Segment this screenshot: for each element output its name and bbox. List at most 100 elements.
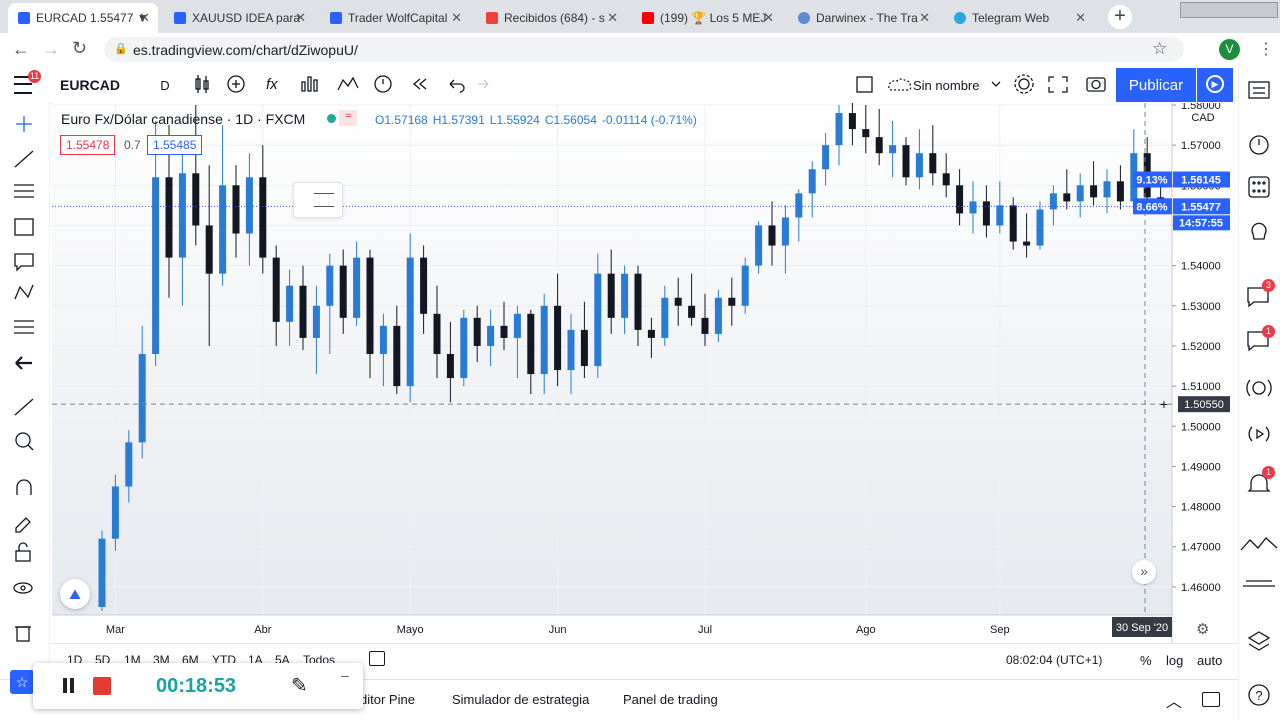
panel-tab[interactable]: Simulador de estrategia: [452, 692, 590, 707]
window-controls[interactable]: [1180, 2, 1278, 18]
candle-body: [1049, 193, 1057, 210]
y-tick-label: 1.53000: [1181, 301, 1221, 313]
candle-body: [245, 177, 253, 234]
interval-button[interactable]: D: [160, 77, 170, 93]
candle-body: [446, 353, 454, 379]
series-title: Euro Fx/Dólar canadiense · 1D · FXCM: [61, 111, 306, 127]
panel-tab[interactable]: Panel de trading: [623, 692, 718, 707]
menu-button[interactable]: ⋮: [1258, 41, 1274, 58]
x-tick-label: Ago: [856, 624, 876, 636]
minimize-recorder[interactable]: –: [341, 667, 349, 683]
percent-toggle[interactable]: %: [1140, 653, 1152, 668]
y-tick-label: 1.52000: [1181, 341, 1221, 353]
candle-body: [487, 325, 495, 346]
floating-toolbar[interactable]: [293, 182, 343, 218]
y-tick-label: 1.48000: [1181, 502, 1221, 514]
candle-body: [272, 257, 280, 322]
price-axis-background: [1172, 103, 1238, 643]
candle-body: [781, 217, 789, 246]
browser-tab[interactable]: EURCAD 1.55477 ▼ ✕: [8, 3, 158, 33]
candle-body: [232, 185, 240, 234]
candle-body: [326, 265, 334, 306]
candle-body: [433, 313, 441, 354]
candle-body: [98, 538, 106, 607]
x-tick-label: Jun: [549, 624, 567, 636]
publish-button[interactable]: Publicar: [1116, 68, 1196, 102]
date-range-icon[interactable]: [369, 651, 385, 666]
toolbar-icons[interactable]: fx: [188, 70, 508, 100]
new-tab-button[interactable]: +: [1108, 5, 1132, 29]
candle-body: [982, 201, 990, 226]
y-tick-label: 1.46000: [1181, 582, 1221, 594]
y-tick-label: 1.50000: [1181, 421, 1221, 433]
candle-body: [1103, 181, 1111, 198]
sell-price[interactable]: 1.55478: [60, 135, 116, 155]
candle-body: [701, 317, 709, 334]
scroll-right-button[interactable]: »: [1132, 560, 1156, 584]
right-sidebar[interactable]: ?: [1238, 66, 1280, 720]
crosshair-price-badge: [1178, 396, 1230, 413]
axis-settings[interactable]: ⚙: [1196, 621, 1210, 638]
tab-title: Darwinex - The Tra: [816, 11, 918, 25]
browser-tab[interactable]: Telegram Web ✕: [944, 3, 1094, 33]
svg-text:?: ?: [1255, 688, 1262, 703]
reload-button[interactable]: ↻: [72, 38, 88, 58]
buy-price[interactable]: 1.55485: [147, 135, 203, 155]
auto-toggle[interactable]: auto: [1197, 653, 1223, 668]
panel-tab[interactable]: ditor Pine: [360, 692, 415, 707]
stop-button[interactable]: [93, 677, 111, 695]
draw-button[interactable]: ✎: [291, 675, 308, 697]
browser-tab[interactable]: Recibidos (684) - s ✕: [476, 3, 626, 33]
candle-body: [956, 185, 964, 214]
candle-body: [299, 285, 307, 338]
crosshair-date-label: 30 Sep '20: [1116, 622, 1168, 634]
drawing-toolbar[interactable]: [0, 103, 50, 720]
candle-body: [379, 325, 387, 354]
candle-body: [1009, 205, 1017, 242]
ohlc-value: O1.57168: [375, 113, 428, 127]
log-toggle[interactable]: log: [1166, 653, 1184, 668]
candle-body: [728, 297, 736, 306]
y-tick-label: 1.57000: [1181, 140, 1221, 152]
url: es.tradingview.com/chart/dZiwopuU/: [133, 42, 358, 58]
logo-button[interactable]: ⛰: [60, 579, 90, 609]
collapse-panel[interactable]: ︿: [1166, 694, 1183, 711]
candle-body: [259, 177, 267, 258]
candle-body: [996, 205, 1004, 226]
tab-title: (199) 🏆 Los 5 MEJ: [660, 11, 767, 25]
toolbar-right-icons[interactable]: [850, 70, 1115, 100]
candle-body: [366, 257, 374, 354]
candle-body: [621, 273, 629, 318]
price-label: 1.56145: [1181, 174, 1221, 186]
forward-button[interactable]: →: [42, 39, 60, 59]
layout-name[interactable]: Sin nombre: [913, 77, 980, 93]
publish-dropdown[interactable]: ▶: [1197, 68, 1233, 102]
candle-body: [634, 273, 642, 330]
back-button[interactable]: ←: [12, 39, 30, 59]
symbol-search[interactable]: EURCAD: [60, 77, 120, 93]
omnibox[interactable]: 🔒 es.tradingview.com/chart/dZiwopuU/ ☆: [104, 37, 1184, 62]
x-tick-label: Mar: [106, 624, 125, 636]
x-tick-label: Mayo: [397, 624, 424, 636]
y-tick-label: 1.54000: [1181, 261, 1221, 273]
browser-tab[interactable]: XAUUSD IDEA para ✕: [164, 3, 314, 33]
candle-body: [286, 285, 294, 322]
star-button[interactable]: ☆: [10, 670, 34, 694]
chart: 1.46000 1.47000 1.48000 1.49000 1.50000 1.510…: [52, 103, 1238, 643]
candle-body: [929, 153, 937, 174]
candle-body: [165, 177, 173, 258]
x-tick-label: Abr: [254, 624, 271, 636]
maximize-panel[interactable]: [1202, 692, 1220, 707]
currency-label: CAD: [1191, 112, 1214, 124]
profile-avatar[interactable]: V: [1219, 39, 1240, 60]
menu-icon[interactable]: [14, 76, 32, 94]
browser-tab[interactable]: (199) 🏆 Los 5 MEJ ✕: [632, 3, 782, 33]
candle-body: [1116, 181, 1124, 202]
tab-title: Recibidos (684) - s: [504, 11, 605, 25]
browser-tab[interactable]: Trader WolfCapital ✕: [320, 3, 470, 33]
browser-tab[interactable]: Darwinex - The Tra ✕: [788, 3, 938, 33]
pause-button[interactable]: [63, 678, 67, 693]
price-badge: [1173, 198, 1230, 215]
candle-body: [902, 145, 910, 178]
x-tick-label: Sep: [990, 624, 1010, 636]
